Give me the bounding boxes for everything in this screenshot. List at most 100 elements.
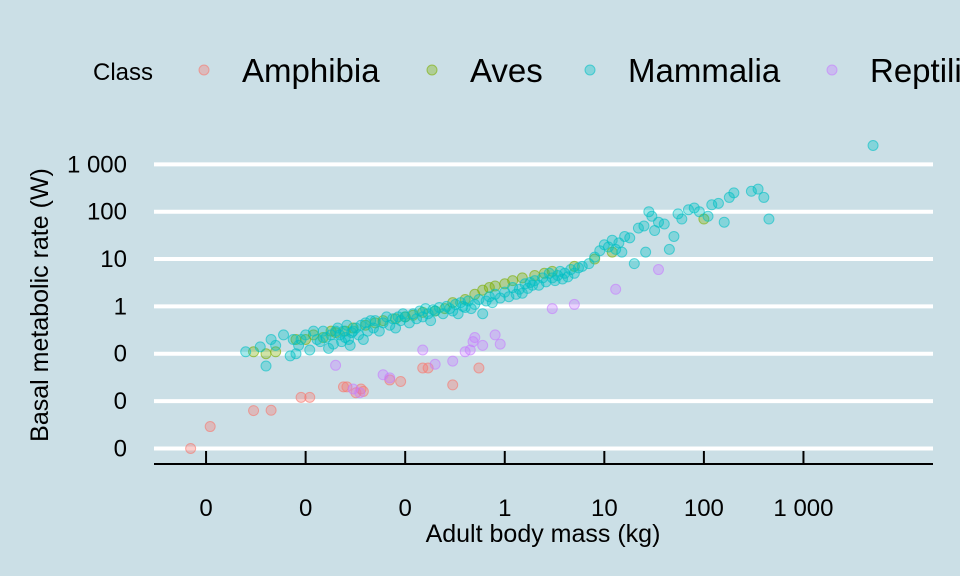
data-point-reptilia <box>377 369 389 381</box>
x-tick-label: 0 <box>199 495 212 522</box>
data-point-mammalia <box>728 187 740 199</box>
data-point-mammalia <box>477 308 489 320</box>
data-point-mammalia <box>676 213 688 225</box>
data-point-amphibia <box>204 421 216 433</box>
data-point-mammalia <box>278 329 290 341</box>
data-point-mammalia <box>706 199 718 211</box>
data-point-mammalia <box>362 325 374 337</box>
legend-label-reptilia: Reptilia <box>870 52 960 89</box>
data-point-amphibia <box>304 391 316 403</box>
data-point-mammalia <box>668 230 680 242</box>
data-point-mammalia <box>293 339 305 351</box>
data-point-amphibia <box>265 404 277 416</box>
data-point-reptilia <box>489 329 501 341</box>
data-point-aves <box>477 284 489 296</box>
data-point-mammalia <box>702 210 714 222</box>
data-point-mammalia <box>638 220 650 232</box>
data-point-mammalia <box>867 139 879 151</box>
x-tick-label: 100 <box>684 495 724 522</box>
data-point-reptilia <box>330 359 342 371</box>
data-point-mammalia <box>624 232 636 244</box>
y-axis-title: Basal metabolic rate (W) <box>26 168 54 442</box>
data-point-reptilia <box>429 358 441 370</box>
data-point-reptilia <box>417 344 429 356</box>
data-point-mammalia <box>752 183 764 195</box>
horizontal-gridlines <box>154 162 933 451</box>
data-point-mammalia <box>712 197 724 209</box>
data-point-reptilia <box>384 372 396 384</box>
x-tick-label: 1 <box>498 495 511 522</box>
data-point-amphibia <box>248 405 260 417</box>
data-point-mammalia <box>414 305 426 317</box>
data-point-mammalia <box>576 260 588 272</box>
y-tick-label: 100 <box>87 199 127 226</box>
data-point-mammalia <box>384 319 396 331</box>
data-point-amphibia <box>473 362 485 374</box>
data-point-reptilia <box>447 355 459 367</box>
data-point-mammalia <box>320 332 332 344</box>
data-point-mammalia <box>763 213 775 225</box>
legend-key-amphibia <box>198 64 210 76</box>
data-point-reptilia <box>477 339 489 351</box>
data-point-mammalia <box>718 216 730 228</box>
data-point-mammalia <box>314 336 326 348</box>
y-tick-label: 0 <box>114 435 127 462</box>
legend-label-aves: Aves <box>470 52 543 89</box>
data-point-mammalia <box>507 282 519 294</box>
data-point-mammalia <box>260 360 272 372</box>
x-axis-title: Adult body mass (kg) <box>426 520 661 548</box>
data-points <box>185 139 879 454</box>
data-point-mammalia <box>628 258 640 270</box>
data-point-mammalia <box>344 339 356 351</box>
data-point-mammalia <box>745 185 757 197</box>
x-axis-ticks: 0 0 0 1 10 100 1 000 <box>199 451 833 522</box>
x-tick-label: 0 <box>299 495 312 522</box>
data-point-reptilia <box>610 283 622 295</box>
data-point-reptilia <box>469 332 481 344</box>
x-tick-label: 0 <box>399 495 412 522</box>
data-point-reptilia <box>494 338 506 350</box>
data-point-reptilia <box>464 344 476 356</box>
data-point-reptilia <box>354 387 366 399</box>
data-point-mammalia <box>350 322 362 334</box>
data-point-mammalia <box>758 191 770 203</box>
y-axis-ticks: 0 0 0 1 10 100 1 000 <box>67 151 127 462</box>
data-point-mammalia <box>447 305 459 317</box>
y-tick-label: 1 000 <box>67 151 127 178</box>
data-point-mammalia <box>254 341 266 353</box>
data-point-mammalia <box>304 344 316 356</box>
data-point-amphibia <box>185 442 197 454</box>
data-point-reptilia <box>347 383 359 395</box>
data-point-mammalia <box>290 348 302 360</box>
data-point-mammalia <box>483 291 495 303</box>
y-tick-label: 10 <box>100 246 127 273</box>
x-tick-label: 10 <box>591 495 618 522</box>
data-point-mammalia <box>693 206 705 218</box>
data-point-mammalia <box>640 246 652 258</box>
x-tick-label: 1 000 <box>773 495 833 522</box>
data-point-mammalia <box>377 317 389 329</box>
data-point-amphibia <box>395 375 407 387</box>
legend-title: Class <box>93 59 153 86</box>
data-point-reptilia <box>546 303 558 315</box>
data-point-amphibia <box>341 381 353 393</box>
data-point-mammalia <box>327 338 339 350</box>
y-tick-label: 1 <box>114 293 127 320</box>
data-point-amphibia <box>447 379 459 391</box>
y-tick-label: 0 <box>114 388 127 415</box>
data-point-mammalia <box>284 350 296 362</box>
data-point-mammalia <box>240 346 252 358</box>
data-point-mammalia <box>425 315 437 327</box>
data-point-mammalia <box>658 218 670 230</box>
legend: Class Amphibia Aves Mammalia Reptilia <box>93 52 960 89</box>
data-point-mammalia <box>610 243 622 255</box>
data-point-amphibia <box>295 391 307 403</box>
legend-label-mammalia: Mammalia <box>628 52 781 89</box>
legend-label-amphibia: Amphibia <box>242 52 380 89</box>
legend-key-aves <box>426 64 438 76</box>
data-point-mammalia <box>663 243 675 255</box>
data-point-reptilia <box>652 264 664 276</box>
data-point-mammalia <box>616 246 628 258</box>
data-point-mammalia <box>632 222 644 234</box>
